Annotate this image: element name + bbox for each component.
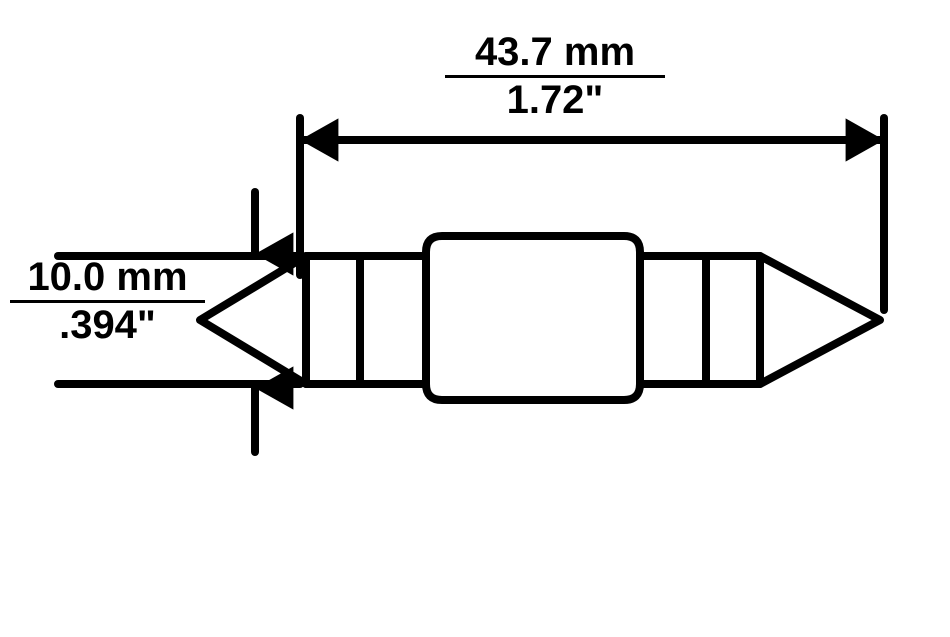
length-dimension-label: 43.7 mm 1.72" bbox=[445, 30, 665, 123]
width-dimension-label: 10.0 mm .394" bbox=[10, 255, 205, 348]
length-mm: 43.7 mm bbox=[445, 30, 665, 75]
width-mm: 10.0 mm bbox=[10, 255, 205, 300]
length-inch: 1.72" bbox=[445, 75, 665, 123]
width-inch: .394" bbox=[10, 300, 205, 348]
